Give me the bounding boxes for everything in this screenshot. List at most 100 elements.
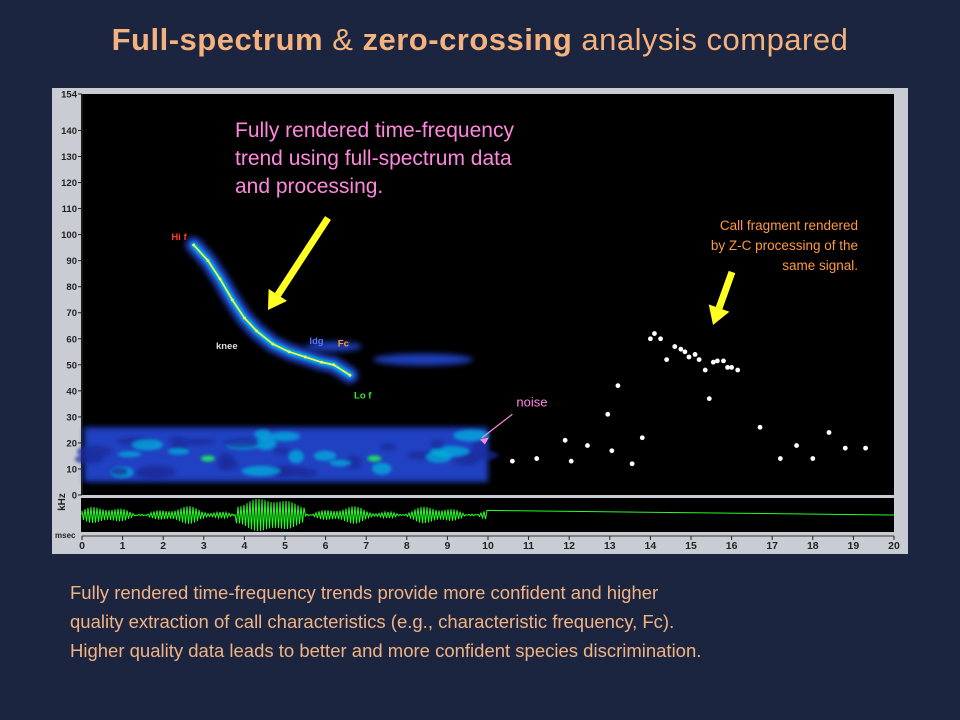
noise-blob xyxy=(313,450,337,462)
trend-point xyxy=(230,298,234,302)
zc-point xyxy=(509,458,515,464)
trend-point xyxy=(218,277,222,281)
trend-point xyxy=(320,360,323,364)
arrow-head xyxy=(708,304,730,325)
noise-blob xyxy=(273,446,289,455)
x-tick-label: 16 xyxy=(726,540,738,552)
zc-point xyxy=(725,365,730,370)
arrow-shaft xyxy=(274,216,331,297)
call-tail xyxy=(373,353,474,366)
zc-point xyxy=(629,461,635,467)
title-bold-full-spectrum: Full-spectrum xyxy=(111,22,324,57)
y-tick-label: 40 xyxy=(66,386,77,397)
noise-blob xyxy=(217,458,238,471)
noise-pointer-head xyxy=(479,437,489,445)
zc-point xyxy=(658,336,663,342)
title-rest: analysis compared xyxy=(572,22,849,57)
zc-point xyxy=(810,456,816,461)
noise-hotspot xyxy=(367,455,382,462)
trend-point xyxy=(271,342,275,346)
zc-point xyxy=(648,336,653,342)
zc-point xyxy=(863,445,868,451)
label-knee: knee xyxy=(216,341,238,352)
x-tick-label: 5 xyxy=(282,540,288,552)
slide-title: Full-spectrum & zero-crossing analysis c… xyxy=(0,22,960,58)
zc-point xyxy=(729,365,734,370)
x-tick-label: 11 xyxy=(523,540,534,552)
noise-blob xyxy=(184,438,215,445)
trend-point xyxy=(255,329,258,333)
x-tick-label: 17 xyxy=(766,540,778,552)
zc-point xyxy=(664,357,670,362)
zc-point xyxy=(696,357,702,362)
callout-zero-crossing-line: by Z-C processing of the xyxy=(711,238,858,253)
trend-line xyxy=(192,244,351,376)
title-ampersand: & xyxy=(323,22,363,57)
noise-blob xyxy=(110,467,128,476)
title-bold-zero-crossing: zero-crossing xyxy=(362,22,573,57)
noise-blob xyxy=(254,429,272,440)
waveform-trace xyxy=(81,498,895,532)
zc-point xyxy=(672,344,678,349)
x-tick-label: 4 xyxy=(241,540,247,552)
x-tick-label: 18 xyxy=(807,540,819,552)
callout-full-spectrum-line: and processing. xyxy=(235,175,383,198)
y-tick-label: 50 xyxy=(66,360,77,371)
y-tick-label: 100 xyxy=(61,230,77,241)
trend-point xyxy=(287,350,291,354)
y-axis-label: kHz xyxy=(57,493,68,511)
arrow-zero-crossing xyxy=(708,270,736,325)
zc-point xyxy=(757,424,763,430)
arrow-shaft xyxy=(715,270,736,310)
y-tick-label: 80 xyxy=(66,282,77,293)
callout-full-spectrum-line: Fully rendered time-frequency xyxy=(235,119,514,142)
y-tick-label: 20 xyxy=(66,438,77,449)
y-tick-label: 0 xyxy=(72,491,77,502)
noise-blob xyxy=(344,455,362,470)
x-tick-label: 19 xyxy=(848,540,860,552)
arrow-head xyxy=(268,288,288,310)
noise-blob xyxy=(296,468,318,478)
label-hi-f: Hi f xyxy=(171,232,187,243)
trend-point xyxy=(303,355,307,359)
label-lo-f: Lo f xyxy=(354,391,372,402)
x-tick-label: 9 xyxy=(444,540,450,552)
zc-point xyxy=(605,411,611,417)
x-tick-label: 10 xyxy=(482,540,494,552)
noise-blob xyxy=(136,470,167,478)
zc-point xyxy=(534,456,540,461)
x-tick-label: 14 xyxy=(645,540,657,552)
caption: Fully rendered time-frequency trends pro… xyxy=(70,578,910,665)
zc-point xyxy=(568,458,574,464)
x-tick-label: 2 xyxy=(160,540,166,552)
callout-zero-crossing-line: same signal. xyxy=(782,258,858,273)
zc-point xyxy=(652,331,657,336)
noise-blob xyxy=(241,465,281,477)
noise-blob xyxy=(269,431,301,442)
noise-blob xyxy=(461,449,499,461)
zc-point xyxy=(639,435,645,441)
zc-point xyxy=(842,445,848,451)
y-tick-label: 120 xyxy=(61,178,77,189)
label-noise: noise xyxy=(516,394,547,409)
y-tick-label: 140 xyxy=(61,126,77,137)
zc-point xyxy=(706,396,712,402)
x-tick-label: 15 xyxy=(685,540,697,552)
x-axis-label: msec xyxy=(55,531,76,540)
noise-blob xyxy=(380,443,396,451)
noise-hotspot xyxy=(200,455,215,462)
spectrogram-chart: 0102030405060708090100110120130140154kHz… xyxy=(55,90,900,553)
x-tick-label: 7 xyxy=(363,540,369,552)
trend-point xyxy=(332,363,336,367)
callout-zero-crossing-line: Call fragment rendered xyxy=(720,218,858,233)
noise-blob xyxy=(430,445,470,458)
noise-blob xyxy=(288,450,304,464)
noise-blob xyxy=(76,445,113,459)
x-tick-label: 1 xyxy=(120,540,126,552)
noise-blob xyxy=(131,439,164,451)
zc-point xyxy=(686,354,692,360)
y-tick-label: 110 xyxy=(62,204,77,215)
zc-point xyxy=(710,359,716,365)
noise-blob xyxy=(453,429,490,442)
y-tick-label: 130 xyxy=(61,152,77,163)
